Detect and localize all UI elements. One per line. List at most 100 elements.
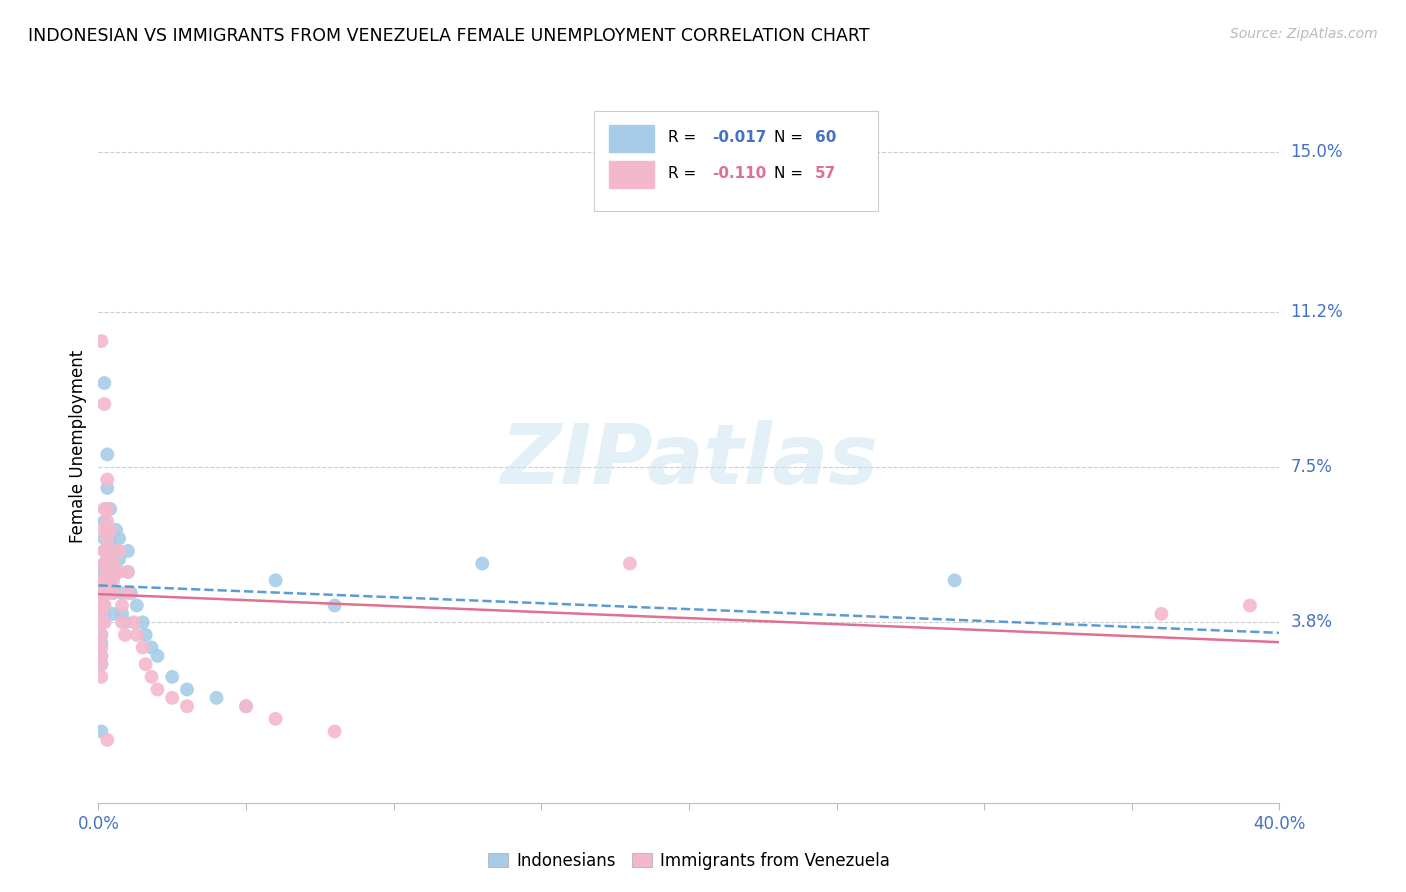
Point <box>90 334 112 348</box>
Point <box>120 586 142 600</box>
Point <box>96 447 118 461</box>
Point <box>619 557 641 571</box>
Point <box>264 712 287 726</box>
Point <box>96 557 118 571</box>
Point <box>111 607 134 621</box>
Point <box>93 586 115 600</box>
Point <box>117 565 139 579</box>
Point <box>93 515 115 529</box>
Point <box>323 724 346 739</box>
Bar <box>609 161 654 187</box>
Text: 11.2%: 11.2% <box>1291 302 1343 321</box>
Point <box>132 640 155 655</box>
Point <box>90 657 112 672</box>
Text: 57: 57 <box>815 166 837 181</box>
Point <box>323 599 346 613</box>
Point <box>98 544 121 558</box>
Point <box>93 557 115 571</box>
Point <box>135 628 157 642</box>
Point <box>90 574 112 588</box>
Point <box>96 574 118 588</box>
Point <box>93 615 115 630</box>
Point <box>117 544 139 558</box>
Point <box>114 628 136 642</box>
Point <box>103 565 125 579</box>
Point <box>105 565 128 579</box>
Point <box>96 502 118 516</box>
Point <box>90 594 112 608</box>
Point <box>122 615 145 630</box>
Point <box>141 640 163 655</box>
Point <box>93 574 115 588</box>
Point <box>98 565 121 579</box>
Point <box>96 544 118 558</box>
Point <box>93 523 115 537</box>
Point <box>90 615 112 630</box>
Point <box>93 607 115 621</box>
Point <box>162 670 183 684</box>
Point <box>90 636 112 650</box>
Point <box>90 648 112 663</box>
Point <box>1239 599 1261 613</box>
Point <box>108 552 131 566</box>
Point <box>105 544 128 558</box>
Point <box>943 574 966 588</box>
Point <box>96 515 118 529</box>
Point <box>90 607 112 621</box>
Point <box>108 565 131 579</box>
Text: Source: ZipAtlas.com: Source: ZipAtlas.com <box>1230 27 1378 41</box>
Point <box>103 574 125 588</box>
Point <box>111 599 134 613</box>
Text: 3.8%: 3.8% <box>1291 614 1333 632</box>
Text: 15.0%: 15.0% <box>1291 143 1343 161</box>
Point <box>105 544 128 558</box>
Point <box>93 397 115 411</box>
Point <box>117 586 139 600</box>
Point <box>235 699 257 714</box>
Point <box>93 502 115 516</box>
Point <box>132 615 155 630</box>
Point <box>96 565 118 579</box>
Point <box>471 557 494 571</box>
Point <box>125 628 148 642</box>
Point <box>90 586 112 600</box>
Point <box>135 657 157 672</box>
Point <box>96 544 118 558</box>
Point <box>93 532 115 546</box>
Point <box>96 473 118 487</box>
Point <box>90 640 112 655</box>
Point <box>235 699 257 714</box>
Point <box>98 502 121 516</box>
Point <box>98 574 121 588</box>
Point <box>90 586 112 600</box>
Y-axis label: Female Unemployment: Female Unemployment <box>69 350 87 542</box>
Point <box>141 670 163 684</box>
Point <box>93 615 115 630</box>
Point <box>103 586 125 600</box>
FancyBboxPatch shape <box>595 111 877 211</box>
Point <box>162 690 183 705</box>
Text: 60: 60 <box>815 130 837 145</box>
Text: N =: N = <box>773 130 808 145</box>
Point <box>108 544 131 558</box>
Text: -0.017: -0.017 <box>713 130 766 145</box>
Point <box>105 565 128 579</box>
Point <box>93 586 115 600</box>
Text: R =: R = <box>668 166 700 181</box>
Text: ZIPatlas: ZIPatlas <box>501 420 877 500</box>
Point <box>98 586 121 600</box>
Point <box>98 523 121 537</box>
Point <box>264 574 287 588</box>
Text: N =: N = <box>773 166 808 181</box>
Bar <box>609 125 654 152</box>
Point <box>108 532 131 546</box>
Point <box>205 690 228 705</box>
Point <box>93 599 115 613</box>
Point <box>146 648 169 663</box>
Text: -0.110: -0.110 <box>713 166 766 181</box>
Text: 7.5%: 7.5% <box>1291 458 1333 476</box>
Point <box>146 682 169 697</box>
Point <box>111 586 134 600</box>
Point <box>93 574 115 588</box>
Point <box>103 607 125 621</box>
